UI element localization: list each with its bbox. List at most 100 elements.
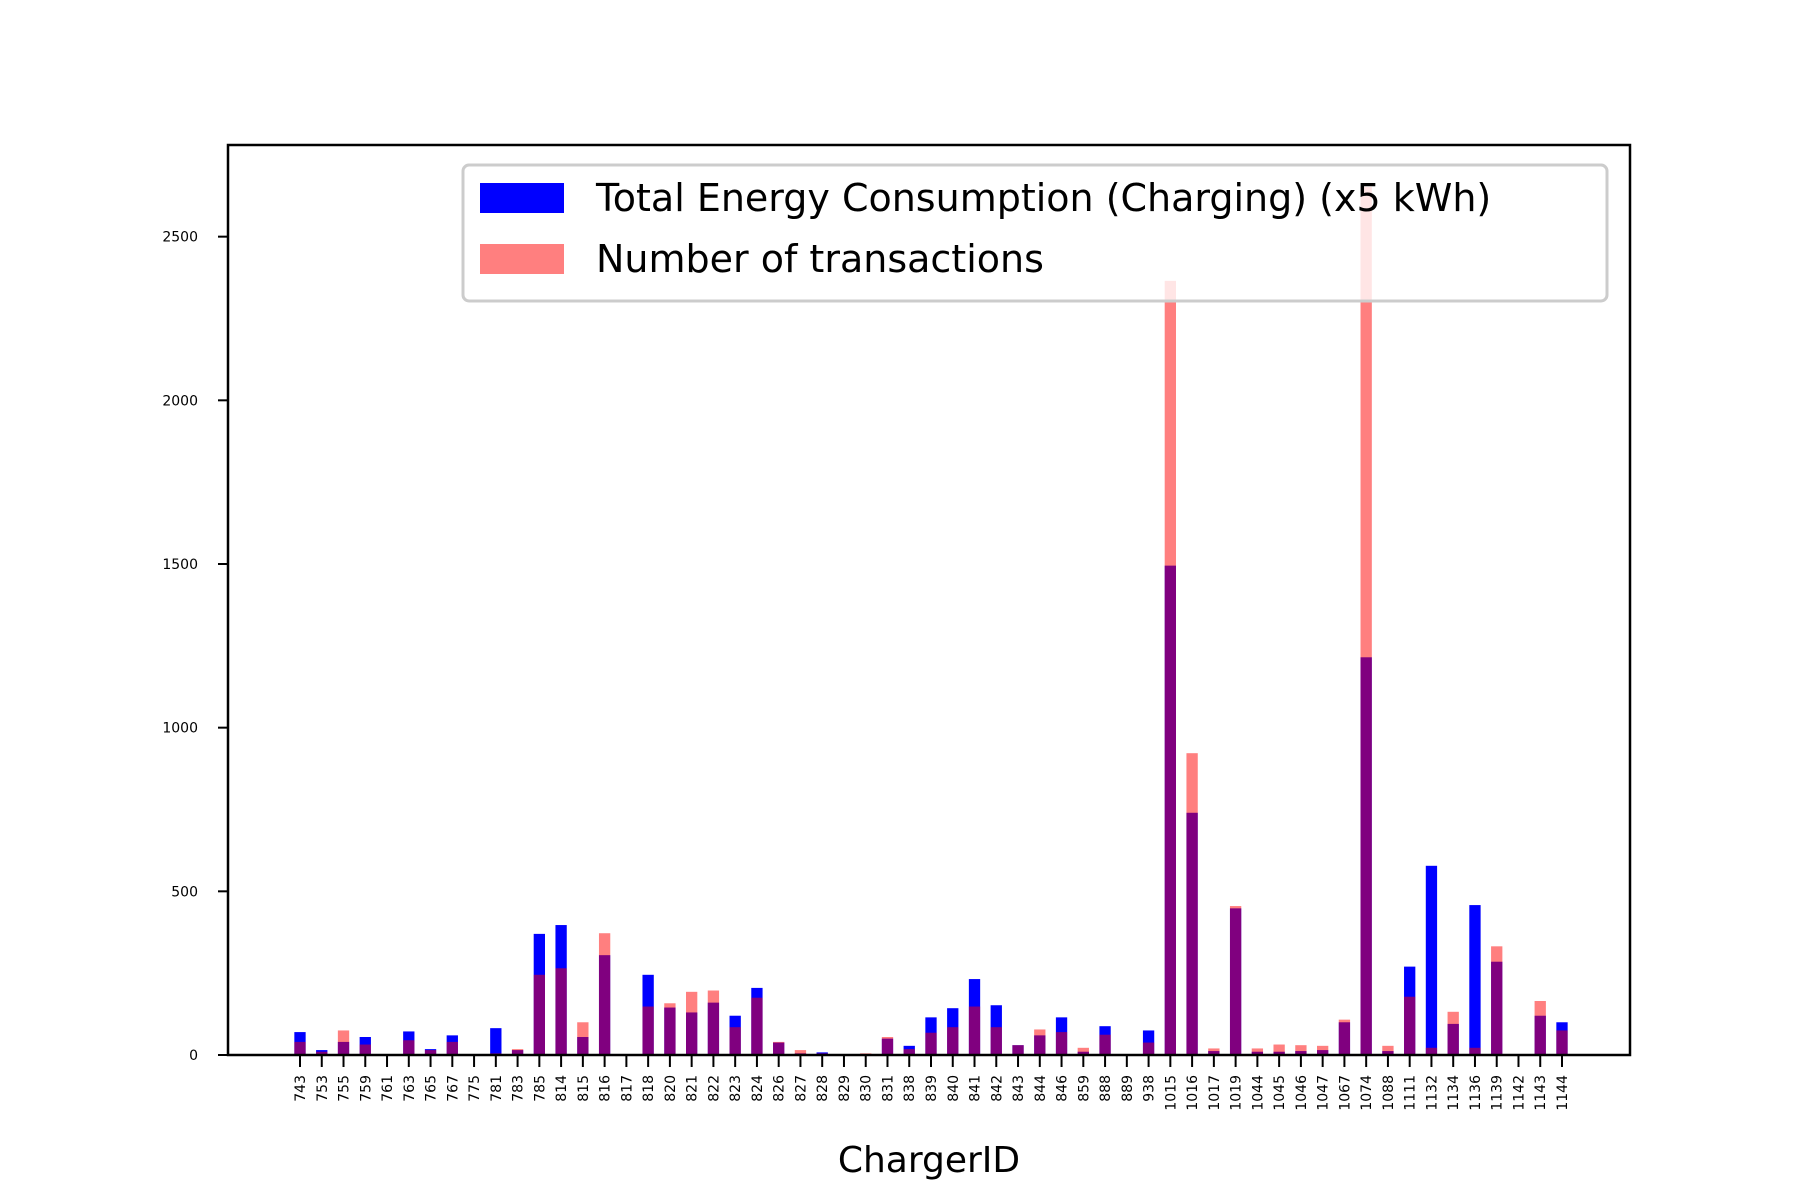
x-tick-label: 781 [489, 1075, 505, 1102]
bar-2-1088 [1382, 1045, 1394, 1055]
bar-2-1143 [1534, 1000, 1546, 1055]
x-tick-label: 938 [1142, 1075, 1158, 1102]
x-tick-label: 1088 [1381, 1075, 1397, 1111]
bar-2-839 [925, 1032, 937, 1055]
bar-2-1132 [1425, 1047, 1438, 1055]
bar-2-1144 [1556, 1030, 1568, 1055]
plot-frame [226, 143, 1632, 1057]
x-tick-label: 1143 [1533, 1075, 1549, 1111]
x-tick-label: 1144 [1555, 1075, 1571, 1111]
y-tick-label: 500 [171, 884, 198, 900]
bar-2-823 [729, 1027, 741, 1055]
x-tick-label: 826 [772, 1075, 788, 1102]
bar-1-1136 [1469, 905, 1481, 1055]
y-tick-label: 0 [189, 1048, 198, 1064]
bar-2-767 [446, 1041, 458, 1055]
x-tick-label: 829 [837, 1075, 853, 1102]
x-tick-label: 822 [706, 1075, 722, 1102]
bar-2-1111 [1404, 996, 1416, 1055]
x-tick-label: 839 [924, 1075, 940, 1102]
bar-2-814 [555, 968, 567, 1055]
x-axis-label: ChargerID [838, 1140, 1020, 1181]
x-tick-label: 761 [380, 1075, 396, 1102]
bar-2-755 [337, 1030, 350, 1055]
x-tick-label: 775 [467, 1075, 483, 1102]
bar-2-815 [577, 1022, 589, 1055]
bar-2-785 [533, 974, 545, 1055]
x-tick-label: 767 [445, 1075, 461, 1102]
y-tick-label: 2500 [162, 230, 198, 246]
legend-label-1: Total Energy Consumption (Charging) (x5 … [595, 176, 1491, 220]
bar-2-821 [686, 991, 698, 1055]
bar-2-818 [642, 1006, 654, 1055]
x-tick-label: 830 [859, 1075, 875, 1102]
series-1 [294, 565, 1568, 1055]
bar-2-1067 [1338, 1019, 1351, 1055]
x-tick-label: 817 [619, 1075, 635, 1102]
bar-2-820 [664, 1003, 676, 1055]
y-axis: 0 500 1000 1500 2000 2500 [162, 230, 228, 1064]
bar-2-824 [751, 997, 763, 1055]
x-tick-label: 1019 [1229, 1075, 1245, 1111]
x-tick-label: 821 [685, 1075, 701, 1102]
x-tick-label: 842 [989, 1075, 1005, 1102]
bars-layer [294, 186, 1568, 1056]
x-tick-label: 814 [554, 1075, 570, 1102]
x-tick-label: 838 [902, 1075, 918, 1102]
x-tick-label: 1074 [1359, 1075, 1375, 1111]
x-tick-label: 859 [1076, 1075, 1092, 1102]
x-tick-label: 843 [1011, 1075, 1027, 1102]
bar-2-846 [1055, 1032, 1068, 1055]
x-tick-label: 888 [1098, 1075, 1114, 1102]
legend-box [461, 163, 1609, 303]
x-tick-label: 1132 [1424, 1075, 1440, 1111]
bar-2-838 [903, 1049, 915, 1055]
x-tick-label: 831 [880, 1075, 896, 1102]
x-tick-label: 1136 [1468, 1075, 1484, 1111]
bar-2-842 [990, 1027, 1002, 1055]
bar-2-844 [1034, 1029, 1046, 1055]
bar-2-841 [968, 1006, 981, 1055]
x-tick-label: 759 [358, 1075, 374, 1102]
bar-2-1134 [1447, 1011, 1459, 1055]
bar-2-831 [881, 1037, 894, 1055]
bar-2-765 [424, 1050, 437, 1055]
legend-swatch-2 [480, 244, 564, 274]
bar-2-840 [947, 1027, 959, 1055]
legend-label-2: Number of transactions [596, 237, 1044, 281]
x-tick-label: 1045 [1272, 1075, 1288, 1111]
x-tick-label: 1142 [1511, 1075, 1527, 1111]
x-tick-label: 753 [315, 1075, 331, 1102]
x-tick-label: 743 [293, 1075, 309, 1102]
y-tick-label: 2000 [162, 393, 198, 409]
bar-2-763 [403, 1040, 415, 1055]
bar-2-1046 [1295, 1045, 1307, 1055]
x-tick-label: 1067 [1337, 1075, 1353, 1111]
bar-1-1132 [1425, 865, 1438, 1055]
series-2 [294, 186, 1568, 1056]
x-tick-label: 820 [663, 1075, 679, 1102]
bar-2-822 [707, 990, 720, 1055]
x-tick-label: 763 [402, 1075, 418, 1102]
bar-2-827 [794, 1050, 807, 1055]
bar-2-888 [1099, 1034, 1111, 1055]
x-tick-label: 841 [968, 1075, 984, 1102]
bar-2-1136 [1469, 1047, 1481, 1055]
bar-2-1047 [1317, 1045, 1329, 1055]
x-tick-label: 1017 [1207, 1075, 1223, 1111]
x-tick-label: 1134 [1446, 1075, 1462, 1111]
bar-2-753 [316, 1051, 328, 1055]
bar-1-781 [490, 1028, 502, 1055]
bar-2-783 [511, 1049, 524, 1055]
x-tick-label: 827 [793, 1075, 809, 1102]
bar-2-1015 [1164, 280, 1176, 1056]
x-tick-label: 824 [750, 1075, 766, 1102]
bar-2-1139 [1491, 946, 1503, 1055]
bar-2-1016 [1186, 753, 1198, 1055]
legend: Total Energy Consumption (Charging) (x5 … [461, 163, 1609, 303]
x-tick-label: 755 [337, 1075, 353, 1102]
x-tick-label: 1046 [1294, 1075, 1310, 1111]
bar-2-843 [1012, 1045, 1024, 1055]
